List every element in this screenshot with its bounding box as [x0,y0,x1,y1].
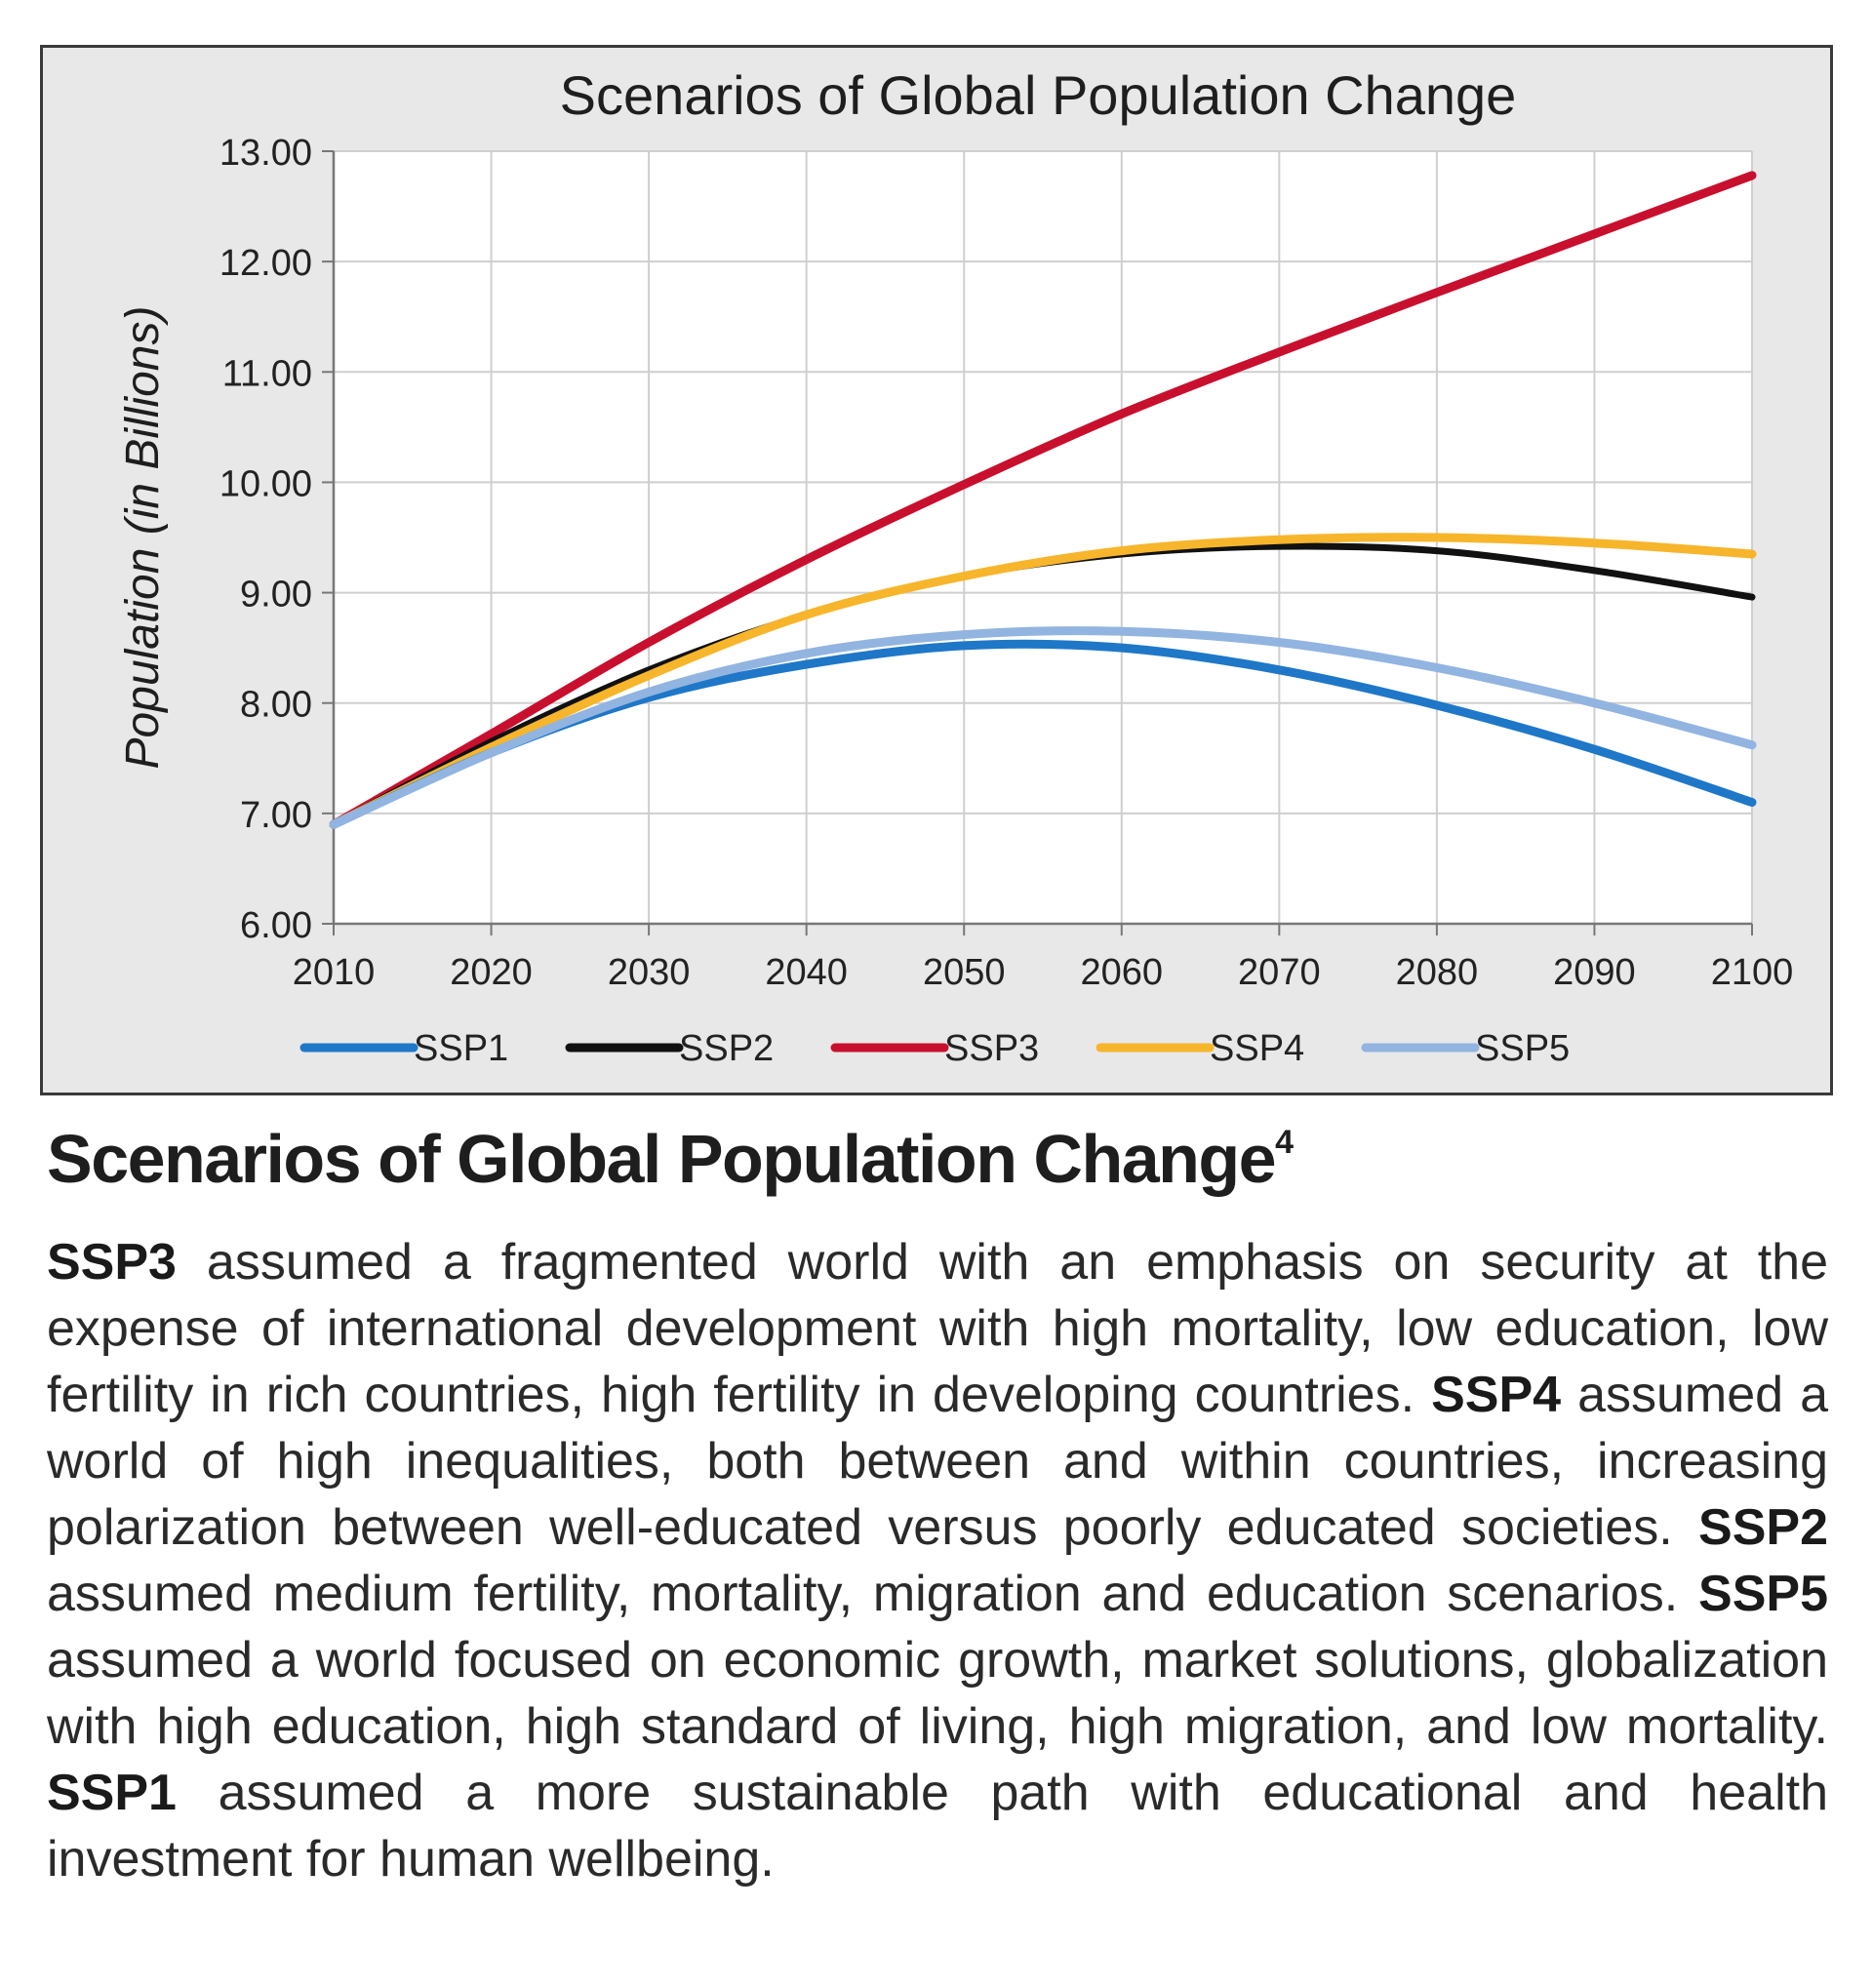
legend-item-ssp2: SSP2 [565,1028,774,1069]
chart-title: Scenarios of Global Population Change [560,64,1517,126]
series-line-ssp5 [329,626,1757,829]
scenario-label-ssp3: SSP3 [47,1234,177,1291]
scenario-label-ssp1: SSP1 [47,1765,177,1821]
y-tick-label: 7.00 [240,795,312,836]
footnote-reference: 4 [1275,1124,1295,1161]
y-tick-label: 13.00 [219,133,312,174]
series-lines [329,171,1757,829]
series-line-ssp3 [329,171,1757,829]
legend: SSP1 SSP2 SSP3 SSP4 SSP5 [299,1028,1570,1069]
scenario-label-ssp5: SSP5 [1698,1566,1828,1622]
x-tick-label: 2100 [1711,952,1794,993]
y-tick-label: 8.00 [240,685,312,726]
x-tick-label: 2090 [1553,952,1636,993]
legend-item-ssp4: SSP4 [1096,1028,1304,1069]
scenario-text-ssp3: assumed a fragmented world with an empha… [47,1234,1828,1423]
gridlines [334,150,1753,924]
population-line-chart: Scenarios of Global Population Change 6.… [117,64,1793,1069]
series-line-ssp4 [329,533,1757,829]
x-tick-label: 2030 [608,952,691,993]
legend-item-ssp5: SSP5 [1361,1028,1570,1069]
x-tick-label: 2080 [1396,952,1479,993]
legend-label: SSP5 [1475,1028,1570,1069]
caption-paragraph: SSP3 assumed a fragmented world with an … [47,1229,1828,1892]
legend-item-ssp1: SSP1 [299,1028,508,1069]
scenario-label-ssp4: SSP4 [1431,1367,1562,1423]
axes: 6.00 7.00 8.00 9.00 10.00 11.00 12.00 13.00 2010… [219,133,1793,993]
y-tick-label: 9.00 [240,575,312,616]
y-tick-label: 12.00 [219,243,312,284]
scenario-label-ssp2: SSP2 [1698,1499,1828,1556]
legend-label: SSP4 [1210,1028,1304,1069]
legend-label: SSP3 [944,1028,1039,1069]
x-tick-label: 2040 [765,952,848,993]
x-tick-label: 2010 [293,952,376,993]
caption-heading: Scenarios of Global Population Change4 [47,1120,1294,1198]
legend-label: SSP1 [414,1028,508,1069]
y-tick-label: 11.00 [222,353,312,394]
scenario-text-ssp2: assumed medium fertility, mortality, mig… [47,1566,1699,1622]
legend-label: SSP2 [679,1028,774,1069]
x-tick-label: 2070 [1238,952,1321,993]
caption-heading-text: Scenarios of Global Population Change [47,1121,1277,1197]
x-tick-label: 2050 [923,952,1006,993]
legend-item-ssp3: SSP3 [830,1028,1039,1069]
scenario-text-ssp4: assumed a world of high inequalities, bo… [47,1367,1829,1556]
y-tick-label: 10.00 [219,463,312,504]
x-tick-label: 2020 [450,952,533,993]
chart-frame: Scenarios of Global Population Change 6.… [40,45,1833,1095]
y-tick-label: 6.00 [240,905,312,946]
y-axis-label: Population (in Billions) [117,306,169,770]
scenario-text-ssp5: assumed a world focused on economic grow… [47,1632,1828,1755]
scenario-text-ssp1: assumed a more sustainable path with edu… [47,1765,1828,1888]
x-tick-label: 2060 [1081,952,1164,993]
